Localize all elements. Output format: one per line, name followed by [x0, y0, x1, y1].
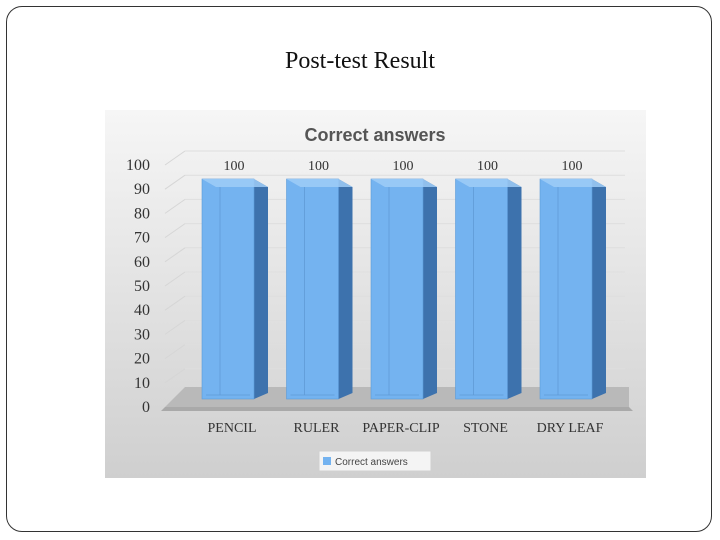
legend-label: Correct answers	[335, 457, 408, 468]
bar	[455, 178, 522, 400]
bar-top	[286, 179, 353, 187]
bar-front	[370, 178, 424, 400]
y-tick-label: 0	[142, 399, 150, 416]
legend: Correct answers	[318, 450, 432, 472]
y-tick-label: 100	[126, 157, 150, 174]
x-tick-label: PENCIL	[208, 421, 257, 436]
y-tick-label: 30	[134, 326, 150, 343]
data-label: 100	[477, 159, 498, 174]
bar	[286, 178, 353, 400]
y-tick-label: 50	[134, 278, 150, 295]
gridline-diag	[164, 150, 186, 166]
chart-floor-edge	[161, 407, 633, 411]
gridline-diag	[164, 344, 186, 360]
chart-container: Correct answers 0 10 20 30 40 50 60 70 80 90 100 1…	[105, 110, 646, 478]
gridline-diag	[164, 223, 186, 239]
bar-front	[539, 178, 593, 400]
bar-side	[423, 179, 437, 399]
x-tick-label: STONE	[463, 421, 508, 436]
slide-title: Post-test Result	[284, 48, 435, 74]
gridline-diag	[164, 174, 186, 190]
y-tick-label: 90	[134, 181, 150, 198]
data-label: 100	[308, 159, 329, 174]
bar-side	[592, 179, 606, 399]
bar-top	[202, 179, 268, 187]
y-tick-label: 70	[134, 230, 150, 247]
bar	[201, 178, 268, 400]
x-tick-label: PAPER-CLIP	[362, 421, 440, 436]
bar-side	[254, 179, 268, 399]
gridline-diag	[164, 247, 186, 263]
bar-front	[201, 178, 255, 400]
chart-title: Correct answers	[304, 125, 445, 145]
legend-swatch	[323, 457, 331, 465]
y-tick-label: 10	[134, 375, 150, 392]
gridline-diag	[164, 271, 186, 287]
data-label: 100	[393, 159, 414, 174]
bar-chart: Correct answers 0 10 20 30 40 50 60 70 80 90 100 1…	[105, 110, 646, 478]
bar-front	[455, 178, 508, 400]
legend-box	[318, 450, 432, 472]
gridline-diag	[164, 368, 186, 384]
bar-side	[507, 179, 522, 399]
data-label: 100	[562, 159, 583, 174]
gridline-diag	[164, 295, 186, 311]
bar-top	[455, 179, 522, 187]
y-tick-label: 60	[134, 254, 150, 271]
y-tick-label: 20	[134, 351, 150, 368]
bar	[539, 178, 606, 400]
bar-top	[371, 179, 437, 187]
gridline-diag	[164, 319, 186, 335]
bar	[370, 178, 437, 400]
x-tick-label: RULER	[294, 421, 341, 436]
y-tick-label: 40	[134, 302, 150, 319]
y-tick-label: 80	[134, 205, 150, 222]
x-tick-label: DRY LEAF	[537, 421, 604, 436]
bar-top	[540, 179, 606, 187]
bar-front	[286, 178, 339, 400]
data-label: 100	[224, 159, 245, 174]
gridline-diag	[164, 198, 186, 214]
bar-side	[338, 179, 353, 399]
